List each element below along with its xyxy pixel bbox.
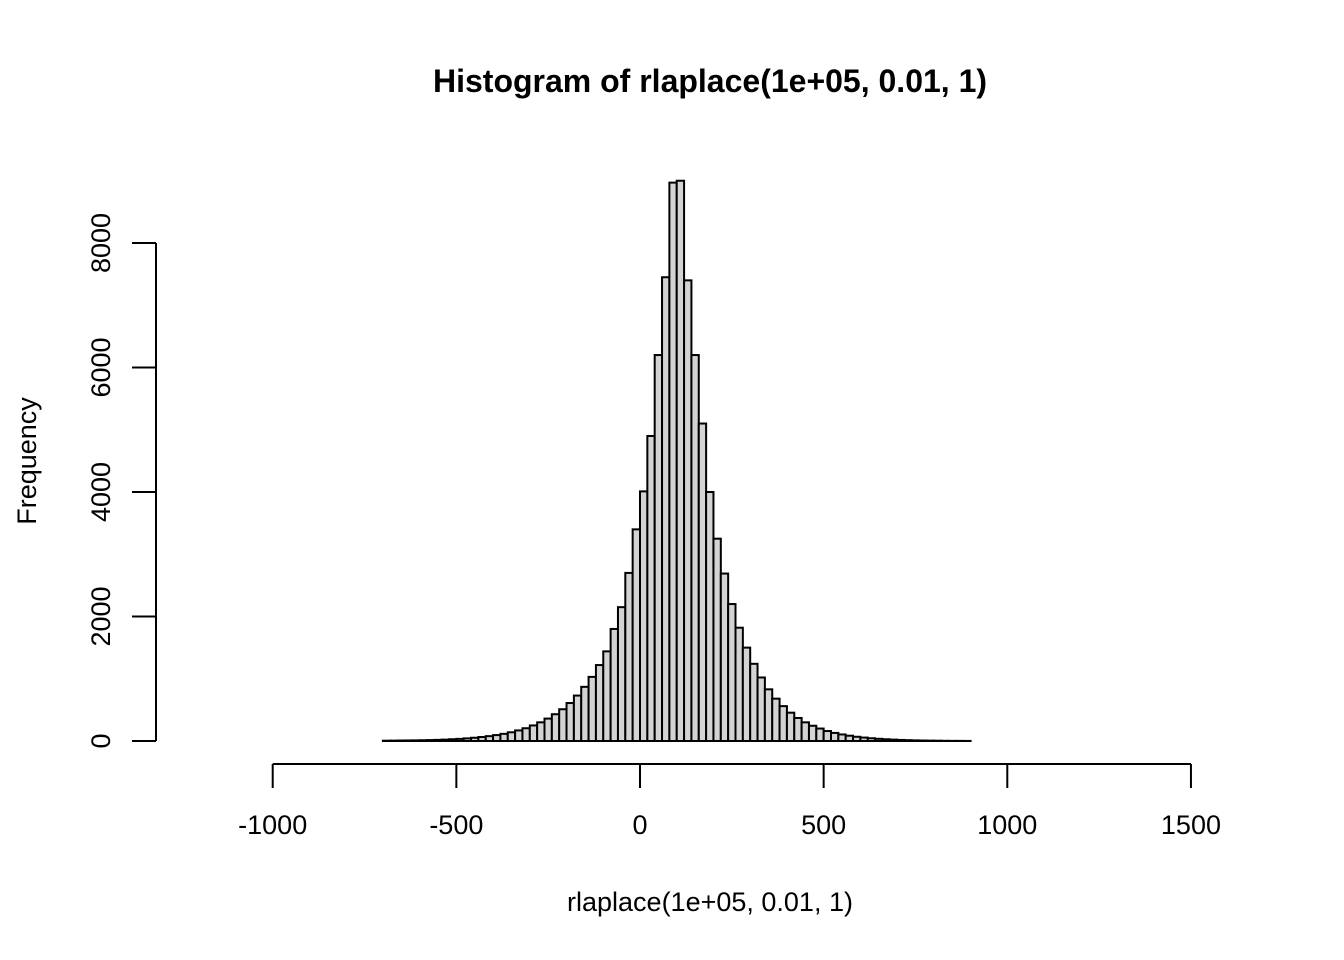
histogram-bar (815, 727, 825, 742)
histogram-bar (866, 737, 877, 743)
y-tick-label: 8000 (86, 213, 116, 273)
histogram-bar (609, 627, 619, 743)
histogram-bar (881, 738, 891, 743)
histogram-bar (822, 730, 833, 742)
x-tick-label: -500 (429, 810, 483, 840)
histogram-bar (624, 571, 634, 742)
x-axis: -1000 -500 0 500 1000 1500 (238, 763, 1221, 840)
x-tick-label: -1000 (238, 810, 307, 840)
histogram-bar (433, 738, 443, 743)
histogram-bar (807, 724, 818, 742)
histogram-bar (697, 422, 708, 742)
histogram-bar (550, 713, 561, 742)
histogram-bar (580, 685, 590, 743)
histogram-bar (448, 738, 458, 743)
histogram-bar (528, 724, 539, 743)
histogram-bar (844, 734, 855, 743)
histogram-bar (837, 733, 847, 743)
y-axis: 0 2000 4000 6000 8000 (86, 213, 157, 749)
histogram-bar (705, 491, 715, 742)
x-tick-label: 0 (632, 810, 647, 840)
histogram-bar (852, 735, 862, 743)
x-axis-label: rlaplace(1e+05, 0.01, 1) (567, 887, 853, 917)
histogram-bar (918, 739, 928, 742)
histogram-bar (646, 434, 656, 742)
histogram-bar (411, 739, 421, 743)
histogram-bar (888, 738, 899, 743)
histogram-bar (859, 736, 869, 743)
histogram-bar (565, 702, 575, 743)
histogram-bar (661, 276, 671, 742)
histogram-bar (616, 606, 627, 742)
histogram-bar (778, 705, 788, 743)
histogram-bar (403, 739, 414, 743)
y-tick-label: 4000 (86, 462, 116, 522)
histogram-bar (594, 664, 605, 742)
histogram-bar (749, 662, 759, 742)
histogram-bar (543, 717, 553, 743)
histogram-bar (587, 675, 597, 743)
histogram-bar (712, 537, 722, 742)
histogram-bar (734, 626, 744, 743)
histogram-bar (477, 736, 487, 743)
histogram-bar (683, 279, 693, 742)
histogram-bar (514, 729, 524, 742)
y-tick-label: 6000 (86, 337, 116, 397)
histogram-bar (653, 354, 664, 742)
histogram-bar (793, 716, 803, 742)
histogram-bar (727, 603, 737, 742)
histogram-bar (675, 179, 686, 742)
histogram-bar (455, 737, 465, 743)
y-tick-label: 0 (86, 733, 116, 748)
histogram-bar (785, 711, 796, 742)
x-tick-label: 1500 (1161, 810, 1221, 840)
histogram-bars (381, 179, 972, 743)
histogram-bar (484, 735, 495, 743)
chart-title: Histogram of rlaplace(1e+05, 0.01, 1) (433, 63, 987, 99)
histogram-bar (558, 708, 568, 742)
x-tick-label: 1000 (977, 810, 1037, 840)
histogram-bar (690, 354, 700, 742)
histogram-bar (462, 737, 473, 743)
histogram-bar (903, 739, 913, 743)
histogram-bar (896, 738, 906, 743)
histogram-bar (874, 737, 884, 743)
histogram-bar (771, 697, 781, 742)
histogram-bar (521, 727, 531, 742)
histogram-bar (719, 572, 730, 742)
histogram-bar (668, 181, 678, 742)
histogram-bar (631, 528, 642, 742)
histogram-bar (418, 739, 428, 742)
histogram-bar (572, 694, 583, 742)
histogram-bar (492, 734, 502, 743)
histogram-bar (470, 736, 480, 743)
histogram-bar (506, 731, 517, 743)
histogram-bar (741, 646, 752, 743)
histogram-bar (536, 721, 546, 743)
y-tick-label: 2000 (86, 586, 116, 646)
histogram-bar (756, 676, 766, 742)
histogram-bar (499, 732, 509, 743)
histogram-bar (763, 688, 774, 743)
histogram-bar (425, 739, 436, 743)
histogram-bar (396, 739, 406, 742)
x-tick-label: 500 (801, 810, 846, 840)
histogram-bar (602, 650, 612, 742)
histogram-bar (440, 738, 451, 743)
histogram-bar (800, 721, 810, 743)
histogram-bar (830, 731, 840, 742)
y-axis-label: Frequency (12, 397, 42, 525)
histogram-bar (910, 739, 921, 743)
histogram-bar (639, 490, 649, 742)
